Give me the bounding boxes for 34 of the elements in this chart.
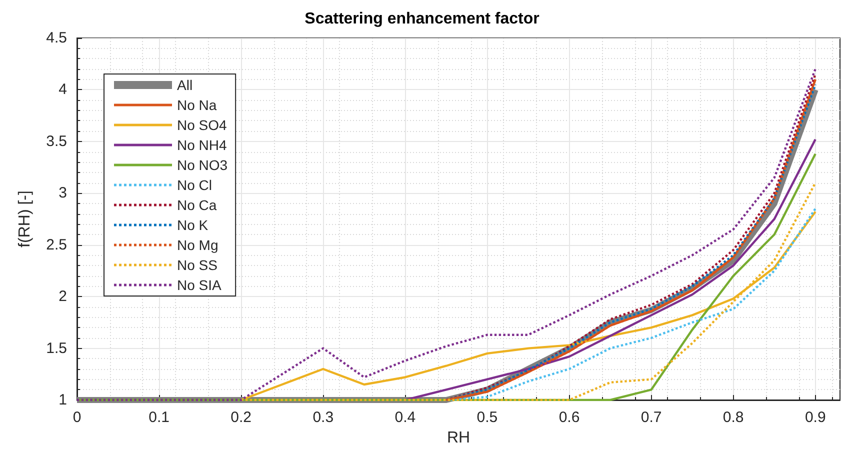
y-tick-label: 1.5 (46, 340, 67, 357)
x-tick-label: 0.9 (804, 409, 826, 426)
line-series (404, 138, 816, 402)
x-tick-label: 0.2 (230, 409, 252, 426)
line-series (445, 208, 816, 402)
x-tick-label: 0.1 (148, 409, 170, 426)
legend-label: No Na (177, 97, 217, 113)
y-tick-label: 2 (58, 288, 67, 306)
x-tick-label: 0.4 (394, 409, 416, 426)
x-tick-label: 0.8 (722, 409, 744, 426)
x-tick-label: 0.7 (640, 409, 662, 426)
legend-label: No NO3 (177, 157, 228, 173)
legend-label: No Ca (177, 197, 217, 213)
legend-label: All (177, 77, 193, 93)
y-tick-label: 3.5 (46, 132, 67, 150)
x-tick-label: 0.3 (312, 409, 334, 426)
legend-label: No SS (177, 257, 218, 273)
y-tick-label: 2.5 (46, 236, 67, 254)
y-tick-label: 1 (58, 392, 67, 408)
legend-label: No K (177, 217, 209, 233)
y-axis-title: f(RH) [-] (16, 190, 34, 248)
y-tick-label: 3 (58, 184, 67, 202)
y-tick-label: 4.5 (46, 30, 67, 46)
x-tick-label: 0 (72, 409, 82, 426)
legend-label: No Mg (177, 237, 218, 253)
x-axis-title: RH (446, 430, 470, 446)
x-tick-label: 0.6 (558, 409, 580, 426)
chart-title: Scattering enhancement factor (304, 10, 540, 28)
legend-label: No Cl (177, 177, 212, 193)
legend-label: No NH4 (177, 137, 228, 153)
legend-label: No SO4 (177, 117, 228, 133)
y-tick-label: 4 (58, 81, 67, 98)
x-tick-label: 0.5 (476, 409, 498, 426)
legend-label: No SIA (177, 277, 222, 293)
